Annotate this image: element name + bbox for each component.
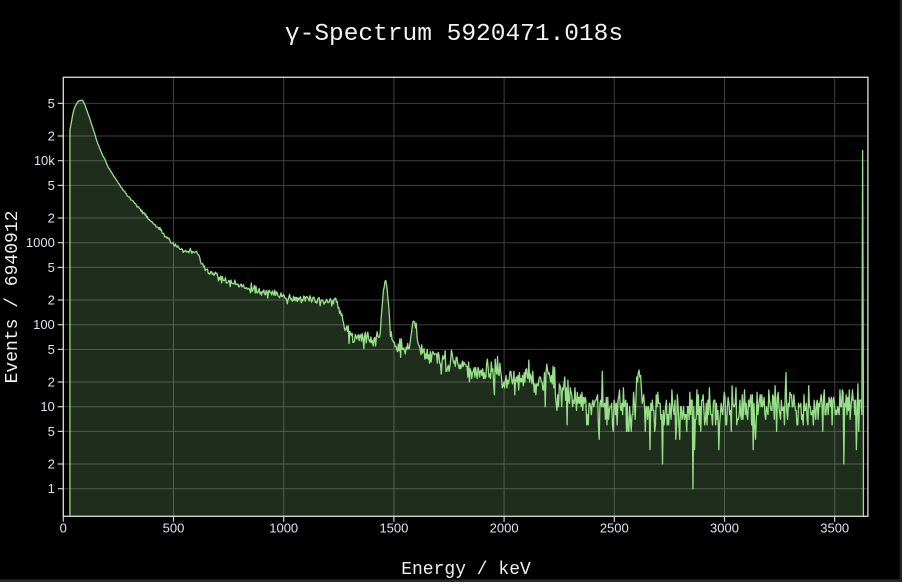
svg-text:5: 5 (48, 260, 55, 275)
svg-text:3000: 3000 (710, 521, 739, 536)
svg-text:5: 5 (48, 96, 55, 111)
svg-text:5: 5 (48, 342, 55, 357)
svg-text:0: 0 (60, 521, 67, 536)
svg-text:γ-Spectrum 5920471.018s: γ-Spectrum 5920471.018s (285, 21, 623, 48)
svg-text:2: 2 (48, 211, 55, 226)
svg-text:10k: 10k (34, 153, 55, 168)
svg-text:2: 2 (48, 457, 55, 472)
svg-text:2: 2 (48, 129, 55, 144)
svg-text:1500: 1500 (379, 521, 408, 536)
svg-text:500: 500 (163, 521, 185, 536)
svg-text:10: 10 (40, 399, 54, 414)
svg-text:2500: 2500 (600, 521, 629, 536)
svg-text:Energy / keV: Energy / keV (401, 560, 531, 580)
svg-text:3500: 3500 (820, 521, 849, 536)
svg-text:Events / 6940912: Events / 6940912 (3, 211, 23, 384)
svg-text:5: 5 (48, 178, 55, 193)
svg-text:5: 5 (48, 424, 55, 439)
svg-text:2: 2 (48, 293, 55, 308)
svg-text:2000: 2000 (490, 521, 519, 536)
svg-text:2: 2 (48, 375, 55, 390)
svg-text:100: 100 (33, 317, 55, 332)
svg-text:1000: 1000 (269, 521, 298, 536)
svg-text:1000: 1000 (26, 235, 55, 250)
svg-text:1: 1 (48, 481, 55, 496)
